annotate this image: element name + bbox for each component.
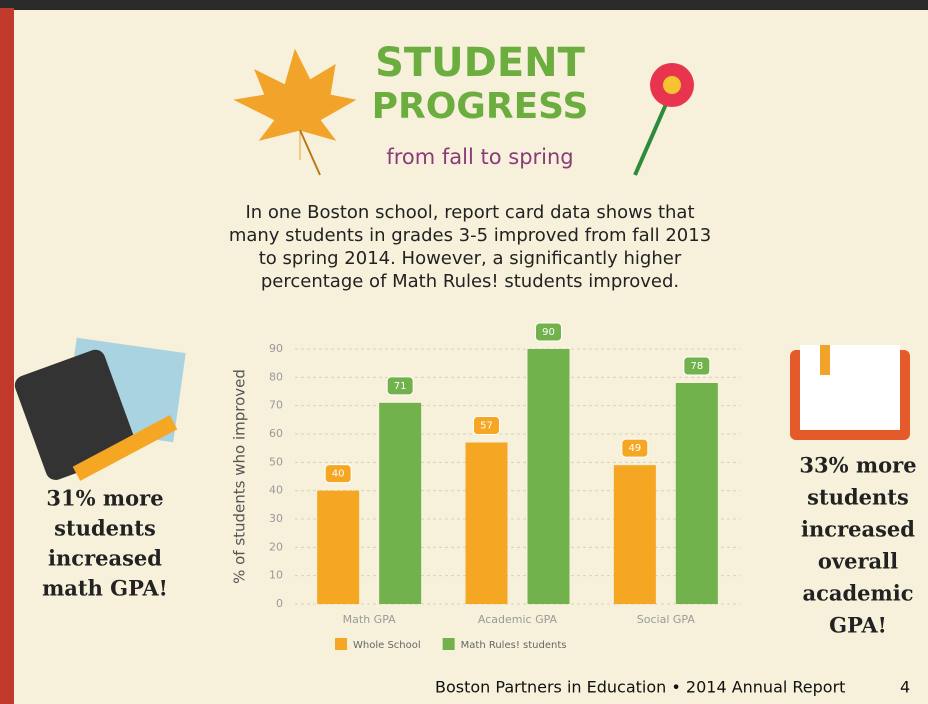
bar bbox=[614, 465, 656, 604]
page: STUDENT PROGRESS from fall to spring In … bbox=[0, 0, 928, 704]
note-line: students bbox=[54, 516, 156, 541]
book-pages bbox=[800, 345, 900, 430]
title: PROGRESS bbox=[372, 86, 589, 127]
side-strip bbox=[0, 8, 14, 704]
footer: Boston Partners in Education • 2014 Annu… bbox=[435, 678, 845, 697]
flower-center bbox=[663, 76, 681, 94]
intro-line: many students in grades 3-5 improved fro… bbox=[229, 225, 711, 246]
intro-line: to spring 2014. However, a significantly… bbox=[259, 248, 682, 269]
note-line: math GPA! bbox=[42, 576, 168, 601]
bar bbox=[466, 443, 508, 605]
note-line: 31% more bbox=[46, 486, 163, 511]
page-number: 4 bbox=[900, 678, 910, 697]
y-tick-label: 80 bbox=[269, 370, 283, 383]
note-line: GPA! bbox=[829, 613, 887, 638]
y-tick-label: 0 bbox=[276, 597, 283, 610]
title: STUDENT bbox=[375, 40, 586, 86]
value-label: 49 bbox=[628, 443, 641, 454]
bar bbox=[317, 491, 359, 604]
legend-label: Math Rules! students bbox=[461, 640, 567, 651]
y-tick-label: 30 bbox=[269, 512, 283, 525]
legend-label: Whole School bbox=[353, 640, 421, 651]
y-tick-label: 10 bbox=[269, 569, 283, 582]
x-tick-label: Social GPA bbox=[637, 613, 696, 626]
legend-swatch bbox=[443, 638, 455, 650]
y-tick-label: 90 bbox=[269, 342, 283, 355]
y-tick-label: 20 bbox=[269, 540, 283, 553]
bar bbox=[528, 349, 570, 604]
bar bbox=[676, 383, 718, 604]
value-label: 71 bbox=[394, 381, 407, 392]
y-tick-label: 40 bbox=[269, 484, 283, 497]
value-label: 90 bbox=[542, 327, 555, 338]
note-line: overall bbox=[818, 549, 898, 574]
value-label: 40 bbox=[332, 469, 345, 480]
note-line: students bbox=[807, 485, 909, 510]
y-axis-label: % of students who improved bbox=[231, 369, 249, 584]
intro-line: percentage of Math Rules! students impro… bbox=[261, 271, 679, 292]
note-line: increased bbox=[48, 546, 162, 571]
legend-swatch bbox=[335, 638, 347, 650]
y-tick-label: 50 bbox=[269, 455, 283, 468]
x-tick-label: Math GPA bbox=[343, 613, 396, 626]
note-line: increased bbox=[801, 517, 915, 542]
bookmark bbox=[820, 345, 830, 375]
note-line: academic bbox=[802, 581, 913, 606]
bar bbox=[379, 403, 421, 604]
x-tick-label: Academic GPA bbox=[478, 613, 558, 626]
intro-line: In one Boston school, report card data s… bbox=[245, 202, 694, 223]
note-line: 33% more bbox=[799, 453, 916, 478]
value-label: 57 bbox=[480, 421, 493, 432]
y-tick-label: 60 bbox=[269, 427, 283, 440]
subtitle: from fall to spring bbox=[386, 145, 573, 169]
y-tick-label: 70 bbox=[269, 399, 283, 412]
value-label: 78 bbox=[690, 361, 703, 372]
